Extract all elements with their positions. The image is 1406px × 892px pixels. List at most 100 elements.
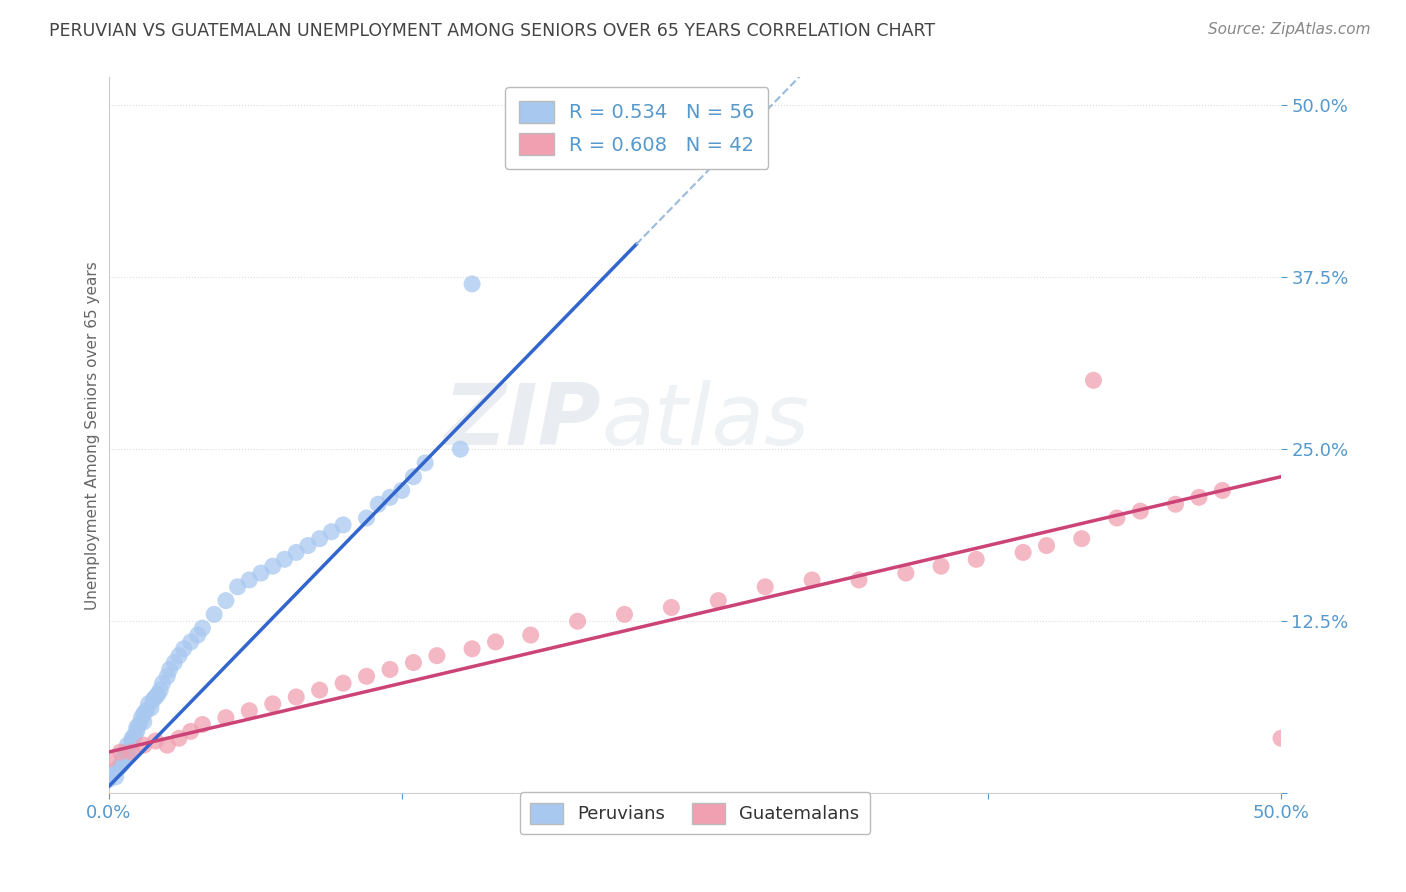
Point xyxy=(250,566,273,580)
Point xyxy=(97,772,120,787)
Point xyxy=(285,690,308,704)
Point xyxy=(367,497,389,511)
Point xyxy=(519,628,541,642)
Point xyxy=(167,648,190,663)
Point xyxy=(121,731,143,746)
Point xyxy=(461,641,484,656)
Point xyxy=(1211,483,1233,498)
Y-axis label: Unemployment Among Seniors over 65 years: Unemployment Among Seniors over 65 years xyxy=(86,261,100,610)
Legend: Peruvians, Guatemalans: Peruvians, Guatemalans xyxy=(519,792,870,834)
Point xyxy=(117,738,139,752)
Point xyxy=(929,559,952,574)
Point xyxy=(149,683,172,698)
Point xyxy=(1270,731,1292,746)
Point xyxy=(156,669,179,683)
Point xyxy=(426,648,449,663)
Text: Source: ZipAtlas.com: Source: ZipAtlas.com xyxy=(1208,22,1371,37)
Point xyxy=(297,539,319,553)
Point xyxy=(215,711,238,725)
Point xyxy=(1188,491,1211,505)
Point xyxy=(661,600,683,615)
Text: PERUVIAN VS GUATEMALAN UNEMPLOYMENT AMONG SENIORS OVER 65 YEARS CORRELATION CHAR: PERUVIAN VS GUATEMALAN UNEMPLOYMENT AMON… xyxy=(49,22,935,40)
Point xyxy=(132,706,155,721)
Point xyxy=(402,656,425,670)
Point xyxy=(103,765,125,780)
Point xyxy=(391,483,413,498)
Point xyxy=(754,580,776,594)
Point xyxy=(117,747,139,762)
Point xyxy=(142,692,165,706)
Point xyxy=(145,734,167,748)
Point xyxy=(332,517,354,532)
Point xyxy=(163,656,186,670)
Point xyxy=(1083,373,1105,387)
Point xyxy=(1035,539,1057,553)
Point xyxy=(461,277,484,291)
Point xyxy=(167,731,190,746)
Point xyxy=(226,580,249,594)
Point xyxy=(121,745,143,759)
Point xyxy=(132,738,155,752)
Point xyxy=(111,752,134,766)
Point xyxy=(332,676,354,690)
Point xyxy=(156,738,179,752)
Point xyxy=(273,552,295,566)
Point xyxy=(1129,504,1152,518)
Point xyxy=(285,545,308,559)
Point xyxy=(308,532,330,546)
Point xyxy=(125,724,148,739)
Point xyxy=(132,714,155,729)
Text: ZIP: ZIP xyxy=(443,380,600,463)
Point xyxy=(180,635,202,649)
Point xyxy=(110,759,132,773)
Point xyxy=(215,593,238,607)
Point xyxy=(124,729,146,743)
Point xyxy=(97,752,120,766)
Point xyxy=(118,742,141,756)
Point xyxy=(139,701,162,715)
Point xyxy=(356,669,378,683)
Point xyxy=(965,552,987,566)
Point xyxy=(191,717,214,731)
Point xyxy=(159,662,181,676)
Point xyxy=(1105,511,1128,525)
Point xyxy=(262,697,284,711)
Point xyxy=(107,762,129,776)
Point xyxy=(202,607,225,622)
Point xyxy=(104,770,127,784)
Point xyxy=(238,704,260,718)
Point xyxy=(131,711,153,725)
Point xyxy=(125,720,148,734)
Point xyxy=(152,676,174,690)
Point xyxy=(613,607,636,622)
Point xyxy=(138,697,160,711)
Point xyxy=(180,724,202,739)
Point xyxy=(110,745,132,759)
Point xyxy=(146,687,169,701)
Point xyxy=(378,491,401,505)
Point xyxy=(1070,532,1092,546)
Point xyxy=(173,641,195,656)
Point xyxy=(484,635,506,649)
Point xyxy=(121,734,143,748)
Point xyxy=(356,511,378,525)
Point xyxy=(894,566,917,580)
Point xyxy=(1164,497,1187,511)
Text: atlas: atlas xyxy=(600,380,808,463)
Point xyxy=(321,524,343,539)
Point xyxy=(449,442,471,457)
Point xyxy=(1012,545,1035,559)
Point xyxy=(128,717,150,731)
Point xyxy=(707,593,730,607)
Point xyxy=(262,559,284,574)
Point xyxy=(145,690,167,704)
Point xyxy=(308,683,330,698)
Point xyxy=(801,573,824,587)
Point xyxy=(848,573,870,587)
Point xyxy=(114,745,136,759)
Point xyxy=(413,456,436,470)
Point xyxy=(378,662,401,676)
Point xyxy=(567,614,589,628)
Point xyxy=(187,628,209,642)
Point xyxy=(111,756,134,770)
